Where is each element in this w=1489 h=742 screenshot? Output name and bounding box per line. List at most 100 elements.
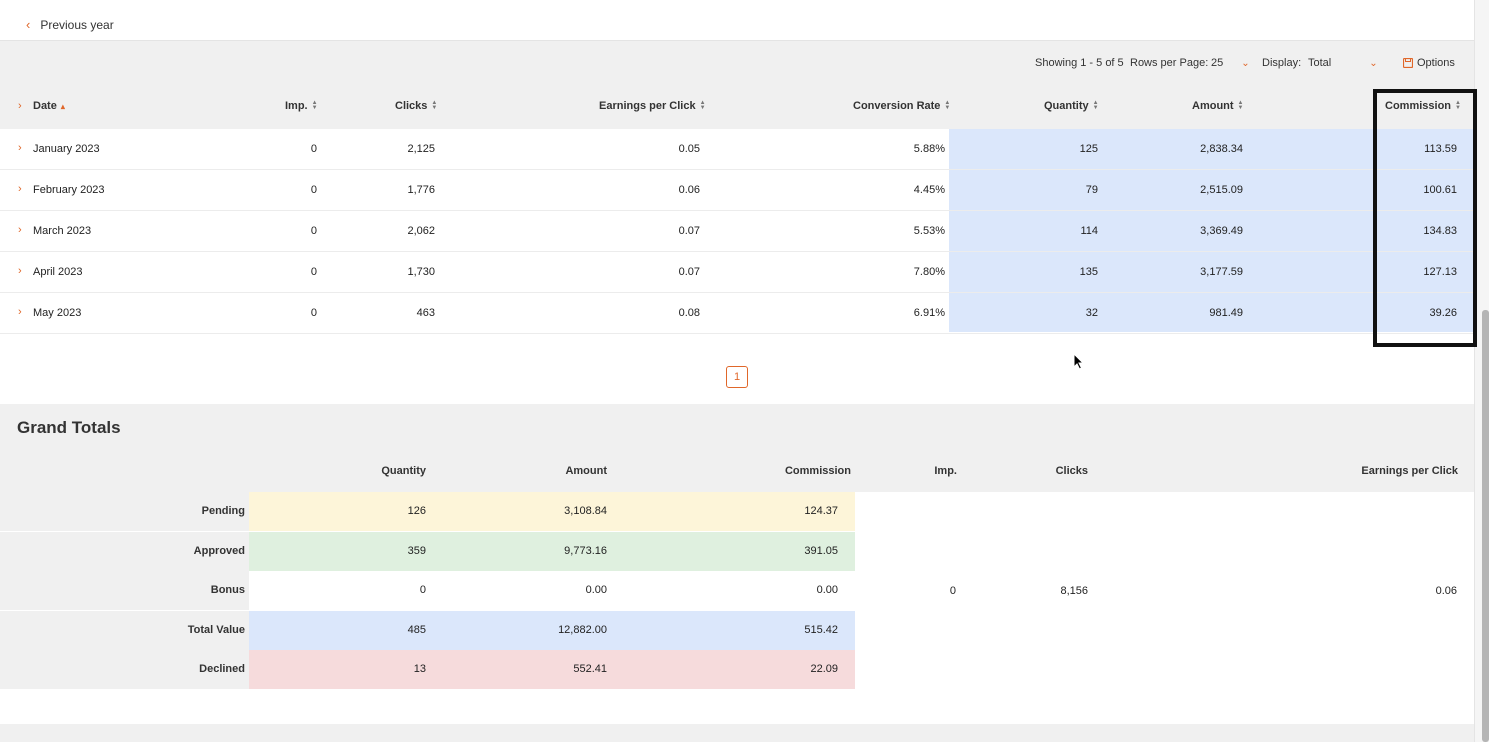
page-button[interactable]: 1 xyxy=(726,366,748,388)
row-qty: 114 xyxy=(1080,225,1098,237)
gt-row-qty: 359 xyxy=(407,544,426,557)
table-row[interactable] xyxy=(0,170,1474,211)
column-header-epc[interactable]: Earnings per Click ▲ ▼ xyxy=(599,100,706,112)
row-amount: 2,515.09 xyxy=(1200,184,1243,196)
sort-icon: ▲ ▼ xyxy=(431,100,438,111)
row-imp: 0 xyxy=(310,225,317,237)
gt-row-label-cell xyxy=(0,650,249,690)
row-imp: 0 xyxy=(310,184,317,196)
rows-per-page-select[interactable]: 25 ⌄ xyxy=(1211,57,1250,69)
grand-totals-column-header xyxy=(0,450,1474,492)
column-header-amount[interactable]: Amount ▲ ▼ xyxy=(1192,100,1244,112)
row-epc: 0.06 xyxy=(678,184,700,196)
grand-totals-header xyxy=(0,404,1474,450)
row-commission: 127.13 xyxy=(1423,266,1457,278)
column-header-conversion-rate[interactable]: Conversion Rate ▲ ▼ xyxy=(853,100,950,112)
gt-row-label: Total Value xyxy=(187,623,245,636)
expand-row-icon[interactable]: › xyxy=(18,142,22,154)
expand-row-icon[interactable]: › xyxy=(18,183,22,195)
gt-row-amount: 12,882.00 xyxy=(558,623,607,636)
row-commission: 39.26 xyxy=(1429,307,1457,319)
gt-row-amount: 0.00 xyxy=(585,584,607,597)
gt-row-qty: 126 xyxy=(407,505,426,517)
row-conv: 5.88% xyxy=(913,143,945,155)
row-date: January 2023 xyxy=(33,143,100,155)
row-qty: 135 xyxy=(1079,266,1098,278)
row-date: February 2023 xyxy=(33,184,105,196)
gt-row-commission: 515.42 xyxy=(804,623,838,636)
highlight-band xyxy=(949,129,1474,332)
expand-row-icon[interactable]: › xyxy=(18,265,22,277)
row-conv: 7.80% xyxy=(913,266,945,278)
gt-column-commission: Commission xyxy=(784,465,851,477)
column-header-imp[interactable]: Imp. ▲ ▼ xyxy=(285,100,318,112)
display-value: Total xyxy=(1308,57,1332,69)
sort-icon: ▲ ▼ xyxy=(1092,100,1099,111)
gt-row-band xyxy=(249,610,855,650)
gt-row-amount: 552.41 xyxy=(573,663,607,676)
column-header-quantity[interactable]: Quantity ▲ ▼ xyxy=(1044,100,1099,112)
chevron-down-icon: ⌄ xyxy=(1369,57,1378,69)
table-row[interactable] xyxy=(0,293,1474,334)
row-date: March 2023 xyxy=(33,225,92,237)
gt-clicks-value: 8,156 xyxy=(1060,585,1088,597)
display-text: Display: xyxy=(1262,57,1302,69)
display-select[interactable]: Total ⌄ xyxy=(1308,57,1378,69)
gt-row-qty: 0 xyxy=(419,584,426,597)
sort-icon: ▲ ▼ xyxy=(311,100,318,111)
expand-all-icon[interactable]: › xyxy=(18,100,22,112)
table-row[interactable] xyxy=(0,129,1474,170)
gt-row-label-cell xyxy=(0,610,249,650)
column-header-date[interactable]: Date ▴ xyxy=(33,100,65,112)
gt-imp-value: 0 xyxy=(949,585,956,597)
gt-row-commission: 391.05 xyxy=(804,544,838,557)
gt-row-label-cell xyxy=(0,531,249,571)
row-clicks: 1,730 xyxy=(407,266,435,278)
row-commission: 134.83 xyxy=(1423,225,1457,237)
gt-row-label: Pending xyxy=(201,505,245,517)
sort-icon: ▲ ▼ xyxy=(699,100,706,111)
previous-year-label: Previous year xyxy=(40,17,114,32)
options-label: Options xyxy=(1417,57,1455,69)
rows-per-page-label: Rows per Page: xyxy=(1130,57,1208,69)
gt-row-band xyxy=(249,492,855,531)
options-button[interactable]: Options xyxy=(1403,57,1455,69)
gt-row-label: Declined xyxy=(199,663,245,676)
results-count: Showing 1 - 5 of 5 xyxy=(1035,57,1124,69)
display-label: Display: xyxy=(1262,57,1301,69)
row-commission: 100.61 xyxy=(1423,184,1457,196)
showing-text: Showing 1 - 5 of 5 xyxy=(1035,57,1124,69)
row-epc: 0.07 xyxy=(678,266,700,278)
row-conv: 4.45% xyxy=(913,184,945,196)
sort-asc-icon: ▴ xyxy=(60,101,65,111)
row-qty: 32 xyxy=(1085,307,1098,319)
rows-per-page-value: 25 xyxy=(1211,57,1224,69)
page-footer xyxy=(0,724,1489,742)
row-imp: 0 xyxy=(310,266,317,278)
row-date: May 2023 xyxy=(33,307,82,319)
row-conv: 6.91% xyxy=(913,307,945,319)
column-label: Commission xyxy=(1385,100,1452,112)
column-label: Date xyxy=(33,100,57,112)
chevron-down-icon: ⌄ xyxy=(1241,57,1250,69)
row-conv: 5.53% xyxy=(913,225,945,237)
row-epc: 0.07 xyxy=(678,225,700,237)
previous-year-link[interactable]: ‹ Previous year xyxy=(26,17,114,32)
row-amount: 3,177.59 xyxy=(1200,266,1243,278)
commission-column-highlight-box xyxy=(1373,89,1477,347)
scrollbar-thumb[interactable] xyxy=(1482,310,1489,742)
rows-per-page-text: Rows per Page: xyxy=(1130,57,1209,69)
gt-row-amount: 9,773.16 xyxy=(564,544,607,557)
row-imp: 0 xyxy=(310,143,317,155)
expand-row-icon[interactable]: › xyxy=(18,224,22,236)
expand-row-icon[interactable]: › xyxy=(18,306,22,318)
column-header-commission[interactable]: Commission ▲ ▼ xyxy=(1385,100,1461,112)
column-header-clicks[interactable]: Clicks ▲ ▼ xyxy=(395,100,437,112)
table-row[interactable] xyxy=(0,211,1474,252)
table-row[interactable] xyxy=(0,252,1474,293)
row-qty: 79 xyxy=(1085,184,1098,196)
row-imp: 0 xyxy=(310,307,317,319)
column-label: Amount xyxy=(1192,100,1234,112)
gt-row-commission: 124.37 xyxy=(804,505,838,517)
gt-epc-value: 0.06 xyxy=(1435,585,1457,597)
